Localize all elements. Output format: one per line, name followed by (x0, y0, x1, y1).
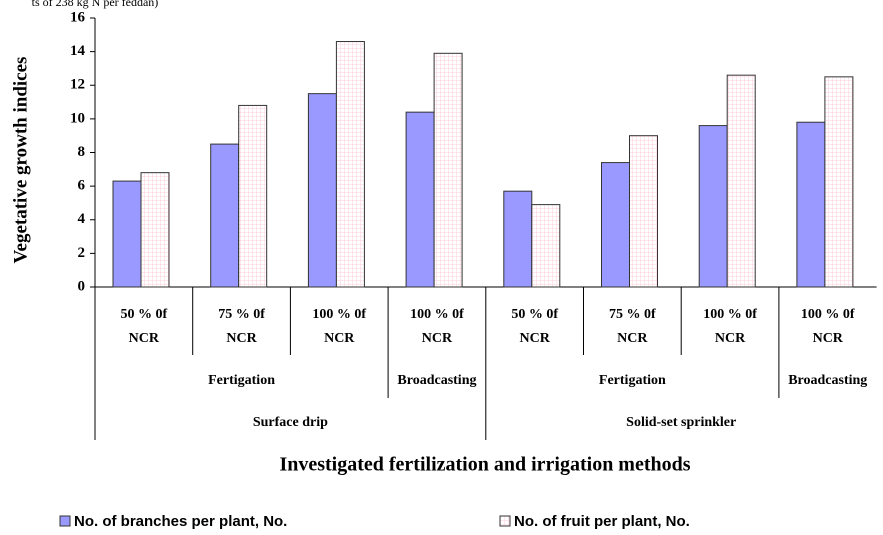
bar (601, 162, 630, 288)
y-tick-label: 14 (70, 43, 86, 59)
x-tick-label: NCR (617, 331, 648, 346)
x-tick-label: NCR (422, 331, 453, 346)
y-tick-label: 16 (70, 9, 86, 25)
y-tick-label: 6 (78, 178, 86, 194)
y-tick-label: 8 (78, 144, 86, 160)
bar (112, 180, 142, 288)
x-tick-label: 75 % 0f (218, 307, 265, 322)
x-tick-label: NCR (226, 331, 257, 346)
x-tick-label: NCR (519, 331, 550, 346)
x-group-label: Solid-set sprinkler (626, 415, 736, 430)
bar (210, 143, 240, 288)
bar (726, 74, 756, 288)
legend-label: No. of branches per plant, No. (74, 513, 287, 530)
bar (503, 190, 533, 288)
bar (824, 76, 854, 288)
x-group-label: Fertigation (208, 373, 275, 388)
x-group-label: Broadcasting (788, 373, 867, 388)
x-tick-label: 100 % 0f (801, 307, 855, 322)
x-tick-label: NCR (715, 331, 746, 346)
x-tick-label: 50 % 0f (511, 307, 558, 322)
bar (433, 52, 463, 288)
bar (307, 93, 337, 288)
x-group-label: Surface drip (253, 415, 328, 430)
bar (335, 41, 365, 288)
x-tick-label: 100 % 0f (703, 307, 757, 322)
y-tick-label: 2 (78, 245, 86, 261)
x-tick-label: 100 % 0f (312, 307, 366, 322)
y-tick-label: 0 (78, 278, 86, 294)
bar (698, 125, 728, 288)
y-tick-label: 12 (70, 77, 85, 93)
bar (796, 121, 826, 288)
legend-swatch (59, 515, 71, 527)
bar (531, 204, 561, 288)
x-axis-label: Investigated fertilization and irrigatio… (279, 454, 690, 476)
legend-label: No. of fruit per plant, No. (514, 513, 690, 530)
x-group-label: Broadcasting (397, 373, 476, 388)
legend-swatch (499, 515, 511, 527)
bar (140, 172, 170, 288)
x-tick-label: NCR (813, 331, 844, 346)
x-tick-label: 50 % 0f (121, 307, 168, 322)
bar (405, 111, 435, 288)
y-tick-label: 4 (78, 211, 86, 227)
x-tick-label: NCR (129, 331, 160, 346)
x-tick-label: 100 % 0f (410, 307, 464, 322)
y-tick-label: 10 (70, 110, 85, 126)
x-tick-label: NCR (324, 331, 355, 346)
x-group-label: Fertigation (599, 373, 666, 388)
bar (238, 104, 268, 288)
chart-title: ts of 238 kg N per feddan) (32, 0, 159, 9)
bar (629, 135, 658, 288)
y-axis-label: Vegetative growth indices (10, 57, 31, 264)
x-tick-label: 75 % 0f (609, 307, 656, 322)
